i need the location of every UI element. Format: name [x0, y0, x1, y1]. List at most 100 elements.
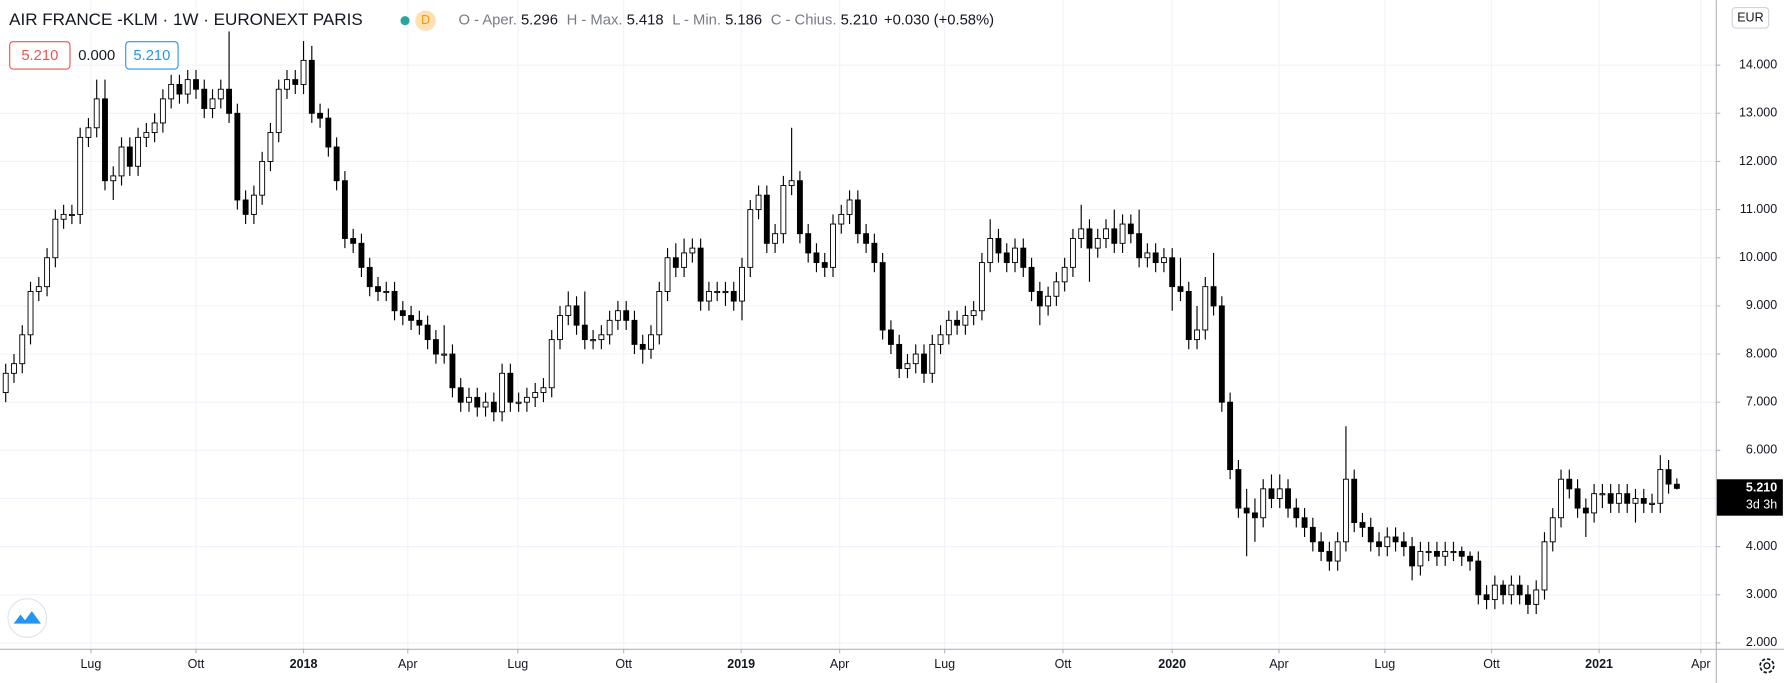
- candle-body: [209, 98, 216, 109]
- y-tick-label: 13.000: [1739, 106, 1777, 120]
- candle-body: [358, 242, 365, 268]
- candle-body: [250, 194, 257, 215]
- candle-body: [1160, 257, 1167, 264]
- candle-body: [656, 290, 663, 336]
- candle-body: [391, 290, 398, 312]
- x-tick-label: Lug: [507, 657, 528, 671]
- candle-body: [1235, 469, 1242, 509]
- x-tick-label: Ott: [615, 657, 632, 671]
- symbol-title: AIR FRANCE -KLM · 1W · EURONEXT PARIS: [9, 10, 363, 29]
- candle-body: [954, 319, 961, 326]
- candle-body: [1607, 493, 1614, 504]
- candle-body: [1086, 228, 1093, 249]
- candle-body: [532, 392, 539, 398]
- settings-gear[interactable]: [1759, 658, 1775, 674]
- candle-body: [681, 252, 688, 268]
- candle-body: [1003, 252, 1010, 264]
- candle-body: [871, 242, 878, 264]
- candle-body: [846, 199, 853, 215]
- x-tick-label: Apr: [398, 657, 417, 671]
- candle-body: [201, 88, 208, 109]
- candle-body: [1103, 228, 1109, 239]
- x-tick-label: Lug: [1374, 657, 1395, 671]
- candle-body: [763, 194, 770, 244]
- candle-body: [813, 252, 820, 264]
- candle-body: [341, 180, 348, 239]
- x-tick-label: 2018: [290, 657, 318, 671]
- candle-body: [1582, 507, 1589, 514]
- candle-body: [1400, 541, 1407, 548]
- candle-body: [317, 112, 324, 119]
- candle-body: [805, 233, 812, 254]
- candle-body: [1127, 223, 1134, 235]
- candle-body: [1326, 550, 1333, 562]
- candle-body: [325, 117, 332, 148]
- candle-body: [912, 353, 919, 365]
- candle-body: [1069, 238, 1076, 268]
- candle-body: [929, 343, 936, 374]
- candle-body: [1475, 560, 1482, 596]
- logo[interactable]: [7, 598, 48, 638]
- candle-body: [1376, 541, 1382, 548]
- logo-shape: [13, 611, 41, 624]
- candle-body: [1036, 290, 1043, 307]
- candle-body: [1640, 498, 1647, 504]
- last-price-tag: [1716, 479, 1783, 516]
- candle-body: [1152, 252, 1159, 264]
- candle-body: [1574, 488, 1581, 509]
- candle-body: [375, 286, 381, 292]
- candle-body: [1657, 469, 1664, 504]
- candle-body: [887, 329, 894, 345]
- candle-body: [1632, 498, 1639, 504]
- candle-body: [1392, 536, 1399, 543]
- candle-body: [1136, 233, 1143, 259]
- bid-box[interactable]: [9, 41, 71, 70]
- candle-body: [1525, 594, 1531, 605]
- candle-body: [1119, 223, 1126, 244]
- candle-body: [739, 266, 745, 302]
- candle-body: [1227, 401, 1234, 471]
- candle-body: [590, 339, 597, 342]
- candle-body: [1144, 252, 1151, 259]
- candle-body: [1251, 512, 1258, 519]
- candle-body: [1301, 517, 1308, 528]
- candle-body: [482, 401, 489, 408]
- candle-body: [1111, 228, 1118, 244]
- candle-body: [176, 83, 183, 95]
- candle-body: [1045, 295, 1052, 307]
- candle-body: [722, 290, 729, 294]
- badge-bg: [415, 10, 436, 31]
- candle-body: [284, 79, 290, 90]
- candle-body: [499, 372, 506, 413]
- gear-outer: [1759, 658, 1775, 674]
- candle-body: [44, 257, 51, 288]
- candle-body: [441, 353, 448, 356]
- candle-body: [1367, 526, 1374, 543]
- y-tick-label: 11.000: [1740, 202, 1777, 216]
- candle-body: [1342, 478, 1349, 543]
- candle-body: [143, 132, 150, 138]
- candle-body: [68, 213, 75, 217]
- candle-body: [1260, 488, 1267, 519]
- status-dot: [400, 16, 410, 26]
- candle-body: [565, 305, 572, 316]
- ask-box[interactable]: [125, 41, 179, 70]
- candle-body: [474, 396, 481, 408]
- axes: 2.0003.0004.0005.0006.0007.0008.0009.000…: [80, 57, 1783, 671]
- candle-body: [772, 233, 779, 244]
- x-tick-label: Ott: [1483, 657, 1500, 671]
- currency-box[interactable]: [1731, 7, 1770, 29]
- candle-body: [466, 396, 472, 403]
- candle-body: [1516, 584, 1523, 596]
- candle-body: [1417, 550, 1424, 567]
- candle-body: [242, 199, 249, 215]
- countdown: 3d 3h: [1746, 498, 1777, 512]
- candle-body: [300, 59, 307, 85]
- candle-body: [27, 290, 34, 336]
- candle-body: [879, 262, 886, 331]
- x-tick-label: Lug: [934, 657, 955, 671]
- candle-body: [921, 353, 927, 374]
- candle-body: [714, 290, 721, 294]
- candle-body: [184, 79, 191, 95]
- candle-body: [1409, 546, 1416, 567]
